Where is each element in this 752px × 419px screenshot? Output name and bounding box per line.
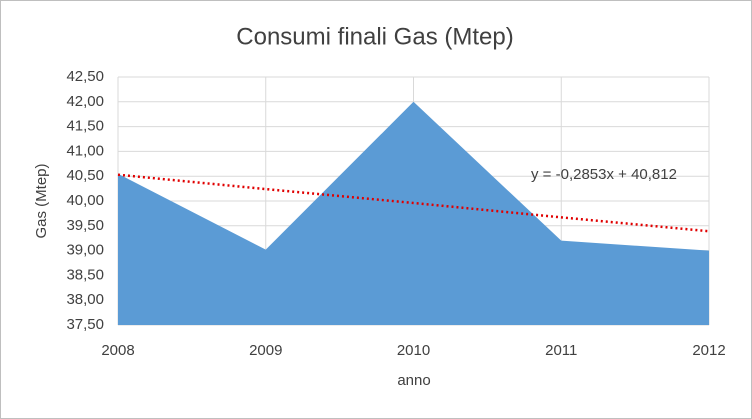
- x-tick-label: 2012: [692, 342, 725, 359]
- y-tick-label: 38,50: [66, 266, 104, 283]
- y-axis-title: Gas (Mtep): [33, 163, 50, 238]
- area: [118, 101, 709, 325]
- y-tick-label: 41,00: [66, 142, 104, 159]
- y-tick-label: 40,50: [66, 167, 104, 184]
- trendline-equation: y = -0,2853x + 40,812: [531, 166, 677, 183]
- y-tick-label: 42,00: [66, 93, 104, 110]
- y-tick-label: 40,00: [66, 192, 104, 209]
- y-tick-label: 38,00: [66, 291, 104, 308]
- x-axis-title: anno: [397, 372, 430, 389]
- chart-title: Consumi finali Gas (Mtep): [236, 23, 513, 50]
- trendline: [117, 173, 710, 233]
- y-tick-label: 39,50: [66, 217, 104, 234]
- x-tick-label: 2010: [397, 342, 430, 359]
- y-tick-label: 42,50: [66, 68, 104, 85]
- y-tick-label: 37,50: [66, 316, 104, 333]
- x-tick-label: 2011: [545, 342, 577, 359]
- y-tick-label: 41,50: [66, 118, 104, 135]
- x-tick-label: 2009: [249, 342, 282, 359]
- x-tick-label: 2008: [101, 342, 134, 359]
- y-tick-label: 39,00: [66, 242, 104, 259]
